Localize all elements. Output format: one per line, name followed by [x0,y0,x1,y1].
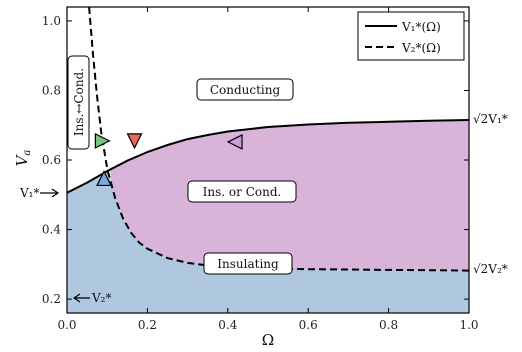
v2-critical-curve [88,7,469,272]
y-tick-label: 1.0 [42,14,61,28]
v2-left-annotation: V₂* [91,291,111,305]
x-tick-label: 0.6 [299,318,318,332]
y-tick-label: 0.4 [42,223,61,237]
v2-left-arrow-icon [72,293,90,303]
y-tick-label: 0.2 [42,292,61,306]
triangle-right-marker [94,132,111,149]
v1-right-annotation: √2V₁* [473,112,508,126]
v1-left-annotation: V₁* [19,186,39,200]
insulating-label: Insulating [217,257,279,271]
v2-right-annotation: √2V₂* [473,262,508,276]
axis-ticks: 0.0 0.2 0.4 0.6 0.8 1.0 0.2 0.4 0.6 0.8 1.0 [42,7,479,332]
ins-to-cond-label: Ins.↔Cond. [72,68,86,136]
legend-entry-v2: V₂*(Ω) [401,41,441,55]
ins-or-cond-label: Ins. or Cond. [203,185,282,199]
legend: V₁*(Ω) V₂*(Ω) [357,11,465,61]
ins-or-cond-label-box: Ins. or Cond. [187,180,297,203]
v1-left-arrow-icon [40,188,60,198]
insulating-region [67,171,469,313]
ins-to-cond-label-box: Ins.↔Cond. [67,55,90,150]
x-tick-label: 0.8 [379,318,398,332]
y-axis-label: Va [13,150,33,167]
legend-entry-v1: V₁*(Ω) [401,20,441,34]
y-tick-label: 0.6 [42,153,61,167]
x-tick-label: 0.4 [218,318,237,332]
x-tick-label: 1.0 [459,318,478,332]
conducting-label: Conducting [210,83,281,97]
x-axis-label: Ω [262,331,274,349]
conducting-label-box: Conducting [196,78,294,101]
x-tick-label: 0.0 [57,318,76,332]
v1-critical-curve [67,119,469,194]
triangle-down-marker [126,133,143,150]
y-tick-label: 0.8 [42,83,61,97]
x-tick-label: 0.2 [138,318,157,332]
triangle-left-marker [226,133,243,150]
triangle-up-marker [96,170,112,187]
insulating-label-box: Insulating [203,252,293,275]
markers [94,132,243,187]
